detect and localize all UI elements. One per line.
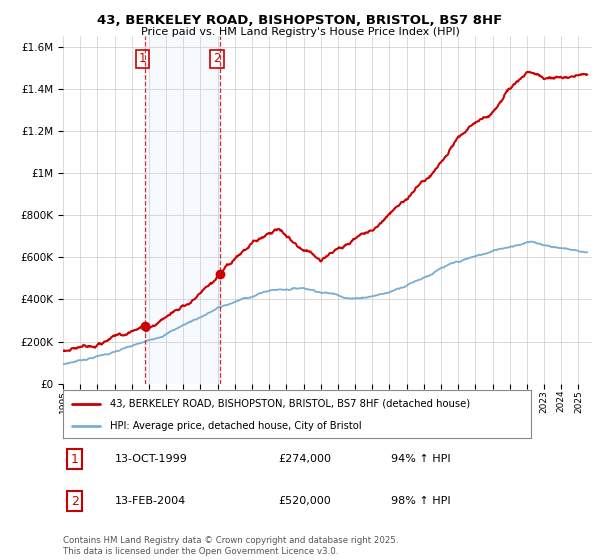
Text: 43, BERKELEY ROAD, BISHOPSTON, BRISTOL, BS7 8HF (detached house): 43, BERKELEY ROAD, BISHOPSTON, BRISTOL, … bbox=[110, 399, 470, 409]
Text: 94% ↑ HPI: 94% ↑ HPI bbox=[391, 454, 450, 464]
Text: 1: 1 bbox=[71, 452, 79, 465]
Text: 2: 2 bbox=[214, 53, 221, 66]
Text: £520,000: £520,000 bbox=[278, 496, 331, 506]
Text: Contains HM Land Registry data © Crown copyright and database right 2025.
This d: Contains HM Land Registry data © Crown c… bbox=[63, 536, 398, 556]
Text: 13-OCT-1999: 13-OCT-1999 bbox=[115, 454, 187, 464]
Text: 98% ↑ HPI: 98% ↑ HPI bbox=[391, 496, 450, 506]
Text: HPI: Average price, detached house, City of Bristol: HPI: Average price, detached house, City… bbox=[110, 421, 361, 431]
Text: 43, BERKELEY ROAD, BISHOPSTON, BRISTOL, BS7 8HF: 43, BERKELEY ROAD, BISHOPSTON, BRISTOL, … bbox=[97, 14, 503, 27]
Text: 13-FEB-2004: 13-FEB-2004 bbox=[115, 496, 186, 506]
Text: 2: 2 bbox=[71, 495, 79, 508]
Bar bbox=[145, 36, 220, 384]
Text: £274,000: £274,000 bbox=[278, 454, 331, 464]
Text: Price paid vs. HM Land Registry's House Price Index (HPI): Price paid vs. HM Land Registry's House … bbox=[140, 27, 460, 37]
Text: 1: 1 bbox=[139, 53, 146, 66]
